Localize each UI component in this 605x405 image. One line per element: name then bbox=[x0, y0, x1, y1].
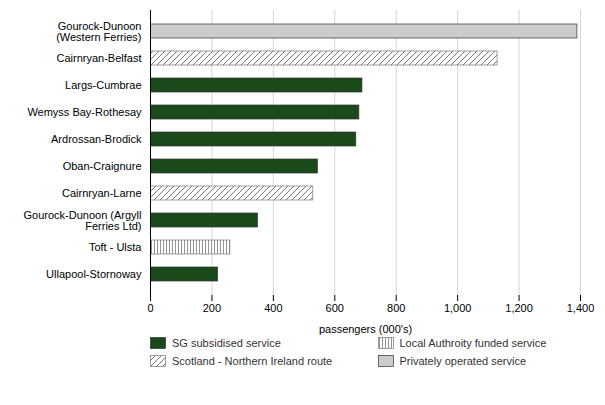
svg-text:1,000: 1,000 bbox=[444, 302, 472, 314]
html-text:SG subsidised service: SG subsidised service bbox=[172, 337, 281, 349]
svg-text:Ardrossan-Brodick: Ardrossan-Brodick bbox=[51, 133, 142, 145]
svg-text:Wemyss Bay-Rothesay: Wemyss Bay-Rothesay bbox=[27, 106, 142, 118]
svg-text:Largs-Cumbrae: Largs-Cumbrae bbox=[65, 79, 141, 91]
html-text:Privately operated service: Privately operated service bbox=[399, 355, 527, 367]
svg-text:Oban-Craignure: Oban-Craignure bbox=[63, 160, 142, 172]
svg-text:400: 400 bbox=[264, 302, 282, 314]
svg-text:200: 200 bbox=[203, 302, 221, 314]
html-text:Local Authroity funded service: Local Authroity funded service bbox=[399, 337, 547, 349]
svg-text:Gourock-Dunoon (ArgyllFerries: Gourock-Dunoon (ArgyllFerries Ltd) bbox=[24, 209, 142, 232]
svg-text:Ullapool-Stornoway: Ullapool-Stornoway bbox=[46, 268, 142, 280]
svg-text:Gourock-Dunoon(Western Ferries: Gourock-Dunoon(Western Ferries) bbox=[56, 20, 141, 43]
svg-text:Toft - Ulsta: Toft - Ulsta bbox=[89, 241, 142, 253]
svg-text:passengers (000's): passengers (000's) bbox=[319, 323, 412, 335]
svg-text:Cairnryan-Larne: Cairnryan-Larne bbox=[62, 187, 141, 199]
svg-text:0: 0 bbox=[147, 302, 153, 314]
svg-text:1,200: 1,200 bbox=[505, 302, 533, 314]
html-text:Scotland - Northern Ireland ro: Scotland - Northern Ireland route bbox=[172, 355, 333, 367]
svg-text:600: 600 bbox=[326, 302, 344, 314]
svg-text:1,400: 1,400 bbox=[567, 302, 595, 314]
svg-text:800: 800 bbox=[387, 302, 405, 314]
svg-text:Cairnryan-Belfast: Cairnryan-Belfast bbox=[57, 52, 142, 64]
